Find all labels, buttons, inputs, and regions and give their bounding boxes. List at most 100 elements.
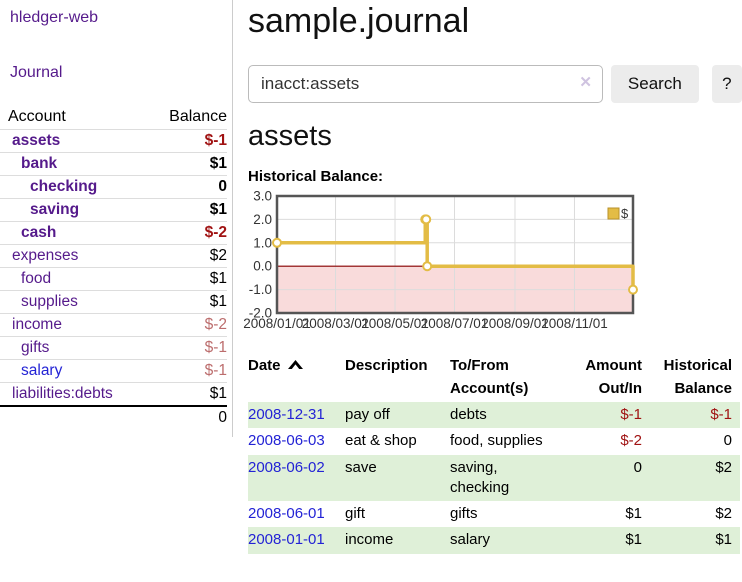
account-link[interactable]: saving [30, 201, 80, 218]
account-heading: assets [248, 120, 332, 152]
account-row: income $-2 [0, 313, 227, 337]
transaction-accounts: gifts [450, 505, 478, 522]
transaction-accounts: debts [450, 406, 487, 423]
account-row: supplies $1 [0, 290, 227, 314]
account-row: food $1 [0, 267, 227, 291]
account-link[interactable]: bank [21, 155, 58, 172]
account-link[interactable]: income [12, 316, 62, 333]
account-link[interactable]: gifts [21, 339, 50, 356]
account-row: salary $-1 [0, 359, 227, 383]
account-row: saving $1 [0, 198, 227, 222]
transaction-accounts: saving, checking [450, 458, 510, 496]
account-row: cash $-2 [0, 221, 227, 245]
account-link[interactable]: checking [30, 178, 98, 195]
account-row: bank $1 [0, 152, 227, 176]
accounts-total-row: 0 [0, 406, 227, 429]
transactions-header-row: Date Description To/From Account(s) Amoun… [248, 353, 740, 402]
account-row: liabilities:debts $1 [0, 382, 227, 407]
account-link[interactable]: expenses [12, 247, 79, 264]
help-button[interactable]: ? [711, 65, 742, 103]
svg-text:2008/07/01: 2008/07/01 [421, 316, 489, 331]
transaction-amount: $1 [625, 505, 642, 522]
transaction-balance: $1 [715, 531, 732, 549]
transaction-date-link[interactable]: 2008-06-03 [248, 432, 325, 450]
account-balance: 0 [218, 178, 227, 195]
page-title: sample.journal [248, 2, 470, 40]
sidebar: hledger-web Journal Account Balance asse… [0, 0, 233, 437]
accounts-header-balance: Balance [169, 108, 227, 125]
account-balance: $-1 [204, 132, 227, 149]
transaction-row: 2008-12-31 pay off debts $-1 $-1 [248, 402, 740, 429]
main-content: sample.journal ✕ Search ? assets Histori… [243, 0, 742, 554]
transactions-table: Date Description To/From Account(s) Amoun… [248, 353, 740, 554]
svg-text:-2.0: -2.0 [249, 306, 272, 321]
accounts-total-value: 0 [218, 409, 227, 426]
search-form: ✕ Search ? [248, 65, 742, 103]
chart-title: Historical Balance: [248, 168, 384, 185]
transaction-description: income [345, 531, 394, 549]
column-header-description: Description [345, 357, 428, 374]
search-input[interactable] [248, 65, 603, 103]
clear-search-icon[interactable]: ✕ [579, 74, 592, 91]
sort-ascending-icon[interactable] [287, 360, 303, 371]
account-link[interactable]: assets [12, 132, 61, 149]
transaction-description: pay off [345, 406, 390, 423]
account-link[interactable]: cash [21, 224, 57, 241]
transaction-date-link[interactable]: 2008-06-01 [248, 505, 325, 522]
transaction-amount: 0 [633, 458, 642, 476]
svg-text:$: $ [621, 206, 629, 221]
transaction-row: 2008-06-02 save saving, checking 0 $2 [248, 454, 740, 501]
account-balance: $2 [209, 247, 227, 264]
svg-text:2.0: 2.0 [253, 212, 272, 227]
transaction-date-link[interactable]: 2008-01-01 [248, 531, 325, 549]
balance-chart[interactable]: $3.0 2.0 1.0 0.0 -1.0 -2.02008/01/012008/03/0… [243, 188, 668, 340]
transaction-balance: 0 [723, 432, 732, 450]
account-row: checking 0 [0, 175, 227, 199]
account-link[interactable]: supplies [21, 293, 78, 310]
transaction-description: gift [345, 505, 366, 522]
account-balance: $1 [209, 293, 227, 310]
transaction-date-link[interactable]: 2008-06-02 [248, 458, 325, 476]
transaction-accounts: salary [450, 531, 491, 549]
svg-text:2008/11/01: 2008/11/01 [541, 316, 608, 331]
account-link[interactable]: food [21, 270, 52, 287]
transaction-row: 2008-01-01 income salary $1 $1 [248, 527, 740, 554]
transaction-description: save [345, 458, 377, 476]
account-balance: $1 [209, 155, 227, 172]
nav-journal-link[interactable]: Journal [10, 64, 63, 81]
account-balance: $1 [209, 201, 227, 218]
search-button[interactable]: Search [610, 65, 699, 103]
account-balance: $1 [209, 270, 227, 287]
column-header-balance: Historical Balance [663, 357, 732, 397]
transaction-date-link[interactable]: 2008-12-31 [248, 406, 325, 423]
column-header-date[interactable]: Date [248, 353, 345, 402]
account-balance: $-1 [204, 339, 227, 356]
accounts-table-header: Account Balance [0, 105, 227, 130]
transaction-row: 2008-06-01 gift gifts $1 $2 [248, 501, 740, 527]
transaction-balance: $2 [715, 505, 732, 522]
account-balance: $-1 [204, 362, 227, 379]
account-balance: $-2 [204, 316, 227, 333]
svg-text:2008/01/01: 2008/01/01 [243, 316, 311, 331]
accounts-table: Account Balance assets $-1 bank $1 checking 0… [0, 105, 227, 429]
account-balance: $-2 [204, 224, 227, 241]
transaction-accounts: food, supplies [450, 432, 543, 450]
transaction-description: eat & shop [345, 432, 417, 450]
date-header-label: Date [248, 357, 281, 374]
svg-text:0.0: 0.0 [253, 259, 272, 274]
svg-text:1.0: 1.0 [253, 235, 272, 250]
app-brand-link[interactable]: hledger-web [10, 9, 99, 26]
transaction-row: 2008-06-03 eat & shop food, supplies $-2 0 [248, 428, 740, 454]
account-balance: $1 [209, 385, 227, 402]
account-row: expenses $2 [0, 244, 227, 268]
column-header-amount: Amount Out/In [585, 357, 642, 397]
column-header-tofrom: To/From Account(s) [450, 357, 529, 397]
transaction-amount: $-1 [620, 406, 642, 423]
svg-text:2008/03/01: 2008/03/01 [302, 316, 370, 331]
svg-text:3.0: 3.0 [253, 189, 272, 204]
accounts-header-account: Account [8, 108, 66, 125]
account-link[interactable]: liabilities:debts [12, 385, 113, 402]
account-link[interactable]: salary [21, 362, 63, 379]
transaction-amount: $1 [625, 531, 642, 549]
svg-text:2008/05/01: 2008/05/01 [361, 316, 429, 331]
